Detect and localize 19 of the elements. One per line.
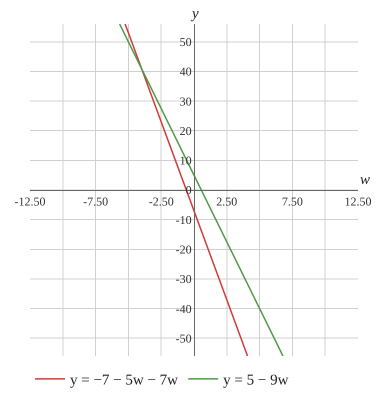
y-tick-label: 50 xyxy=(180,34,192,49)
x-tick-label: -2.50 xyxy=(148,194,174,208)
y-axis-title: y xyxy=(190,6,199,22)
legend-label: y = −7 − 5w − 7w xyxy=(70,372,178,389)
y-tick-label: 30 xyxy=(180,94,192,108)
x-tick-label: -12.50 xyxy=(14,194,46,208)
y-tick-label: -50 xyxy=(176,331,192,346)
x-axis-title: w xyxy=(360,172,370,188)
x-tick-label: -7.50 xyxy=(83,194,108,208)
y-tick-label: -20 xyxy=(176,242,192,256)
y-tick-label: -40 xyxy=(176,302,192,316)
y-tick-label: 20 xyxy=(180,124,192,138)
x-tick-label: 7.50 xyxy=(282,194,303,208)
y-tick-label: -10 xyxy=(176,212,192,227)
y-tick-label: -30 xyxy=(176,272,192,286)
y-tick-label: 40 xyxy=(180,64,192,79)
legend-label: y = 5 − 9w xyxy=(223,372,289,389)
x-tick-label: 12.50 xyxy=(344,194,372,208)
x-tick-label: 2.50 xyxy=(216,194,238,208)
